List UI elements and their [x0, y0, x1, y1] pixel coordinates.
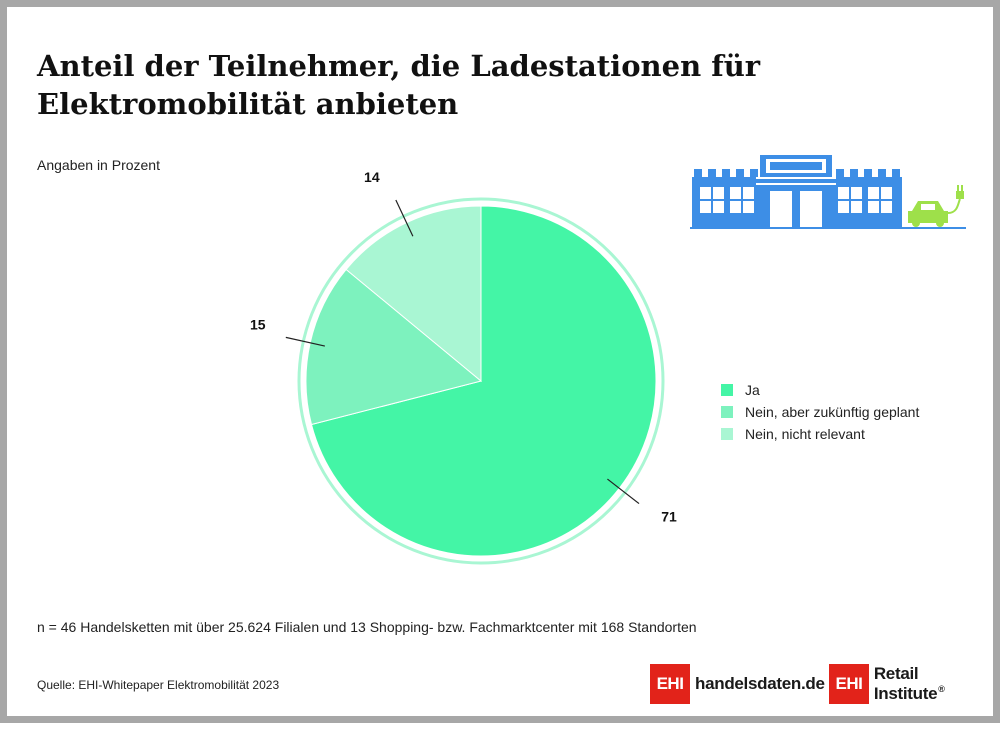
- handelsdaten-logo[interactable]: EHI handelsdaten.de: [650, 664, 825, 704]
- pie-data-label-1: 15: [250, 316, 266, 332]
- legend-item-ja: Ja: [721, 379, 919, 401]
- ehi-logo-box: EHI: [829, 664, 869, 704]
- legend-swatch: [721, 428, 733, 440]
- pie-data-label-0: 71: [661, 509, 677, 525]
- legend-swatch: [721, 406, 733, 418]
- legend-item-geplant: Nein, aber zukünftig geplant: [721, 401, 919, 423]
- pie-leader-line-1: [285, 336, 325, 347]
- legend-swatch: [721, 384, 733, 396]
- sample-footnote: n = 46 Handelsketten mit über 25.624 Fil…: [37, 619, 697, 635]
- electric-car-icon: [908, 201, 948, 227]
- registered-mark: ®: [938, 684, 945, 694]
- chart-legend: Ja Nein, aber zukünftig geplant Nein, ni…: [721, 379, 919, 445]
- retail-institute-text: Retail Institute: [873, 664, 938, 703]
- chart-title: Anteil der Teilnehmer, die Ladestationen…: [37, 49, 761, 121]
- chart-subtitle: Angaben in Prozent: [37, 157, 160, 173]
- pie-leader-line-0: [607, 478, 640, 505]
- pie-data-label-2: 14: [364, 169, 380, 185]
- charging-plug-icon: [947, 185, 964, 214]
- pie-leader-line-2: [395, 199, 414, 237]
- store-illustration: [690, 153, 970, 238]
- pie-outer-ring: [297, 197, 665, 565]
- store-building-icon: [690, 155, 966, 229]
- ehi-logo-box: EHI: [650, 664, 690, 704]
- ehi-retail-institute-logo[interactable]: EHI Retail Institute®: [829, 664, 993, 704]
- legend-label: Nein, aber zukünftig geplant: [745, 404, 920, 420]
- legend-label: Nein, nicht relevant: [745, 426, 865, 442]
- handelsdaten-logo-text: handelsdaten.de: [695, 674, 825, 693]
- source-note: Quelle: EHI-Whitepaper Elektromobilität …: [37, 678, 280, 692]
- retail-institute-logo-text: Retail Institute®: [874, 664, 993, 704]
- legend-label: Ja: [745, 382, 760, 398]
- legend-item-nicht-relevant: Nein, nicht relevant: [721, 423, 919, 445]
- pie-chart: 71 15 14: [250, 169, 677, 565]
